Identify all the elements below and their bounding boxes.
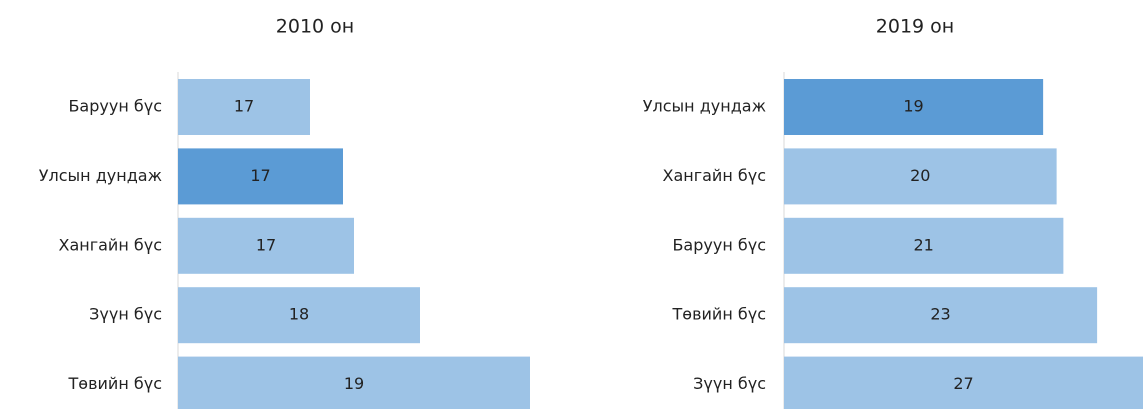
bar xyxy=(784,79,1044,135)
category-label: Хангайн бүс xyxy=(58,235,162,254)
bar xyxy=(178,356,530,409)
data-label: 18 xyxy=(289,305,309,324)
category-label: Төвийн бүс xyxy=(68,374,162,393)
data-label: 23 xyxy=(930,305,950,324)
category-label: Зүүн бүс xyxy=(89,305,162,324)
data-label: 27 xyxy=(953,374,973,393)
data-label: 17 xyxy=(256,235,276,254)
chart-title: 2010 он xyxy=(276,16,354,38)
bar xyxy=(178,79,310,135)
category-label: Баруун бүс xyxy=(68,97,162,116)
bar xyxy=(784,217,1064,274)
bar xyxy=(178,287,420,344)
data-label: 19 xyxy=(344,374,364,393)
category-label: Баруун бүс xyxy=(672,235,766,254)
chart-title: 2019 он xyxy=(876,16,954,38)
category-label: Улсын дундаж xyxy=(39,166,162,185)
bar xyxy=(784,356,1143,409)
data-label: 17 xyxy=(234,97,254,116)
bar xyxy=(178,217,354,274)
data-label: 17 xyxy=(250,166,270,185)
bar xyxy=(178,148,343,205)
category-label: Зүүн бүс xyxy=(693,374,766,393)
data-label: 19 xyxy=(903,97,923,116)
bar xyxy=(784,287,1098,344)
data-label: 21 xyxy=(914,235,934,254)
category-label: Хангайн бүс xyxy=(662,166,766,185)
data-label: 20 xyxy=(910,166,930,185)
category-label: Төвийн бүс xyxy=(672,305,766,324)
category-label: Улсын дундаж xyxy=(643,97,766,116)
bar xyxy=(784,148,1057,205)
